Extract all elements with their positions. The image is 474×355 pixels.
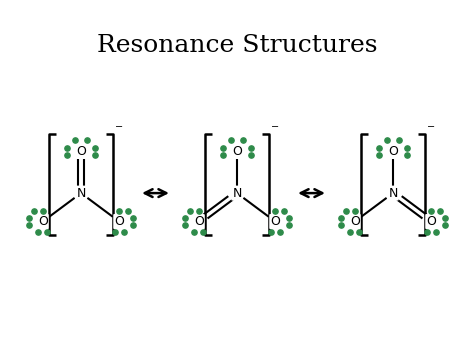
Text: O: O	[388, 145, 398, 158]
Text: Resonance Structures: Resonance Structures	[97, 34, 377, 57]
Text: N: N	[76, 187, 86, 200]
Text: O: O	[194, 215, 204, 228]
Text: N: N	[232, 187, 242, 200]
Text: O: O	[350, 215, 360, 228]
Text: O: O	[114, 215, 124, 228]
Text: O: O	[270, 215, 280, 228]
Text: N: N	[388, 187, 398, 200]
Text: −: −	[271, 122, 279, 132]
Text: O: O	[232, 145, 242, 158]
Text: O: O	[426, 215, 436, 228]
Text: O: O	[76, 145, 86, 158]
Text: O: O	[38, 215, 48, 228]
Text: −: −	[115, 122, 123, 132]
Text: −: −	[427, 122, 435, 132]
